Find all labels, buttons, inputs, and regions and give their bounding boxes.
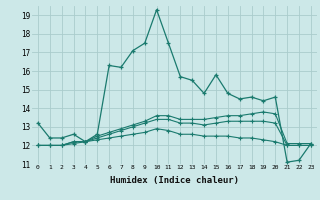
X-axis label: Humidex (Indice chaleur): Humidex (Indice chaleur) [110, 176, 239, 185]
